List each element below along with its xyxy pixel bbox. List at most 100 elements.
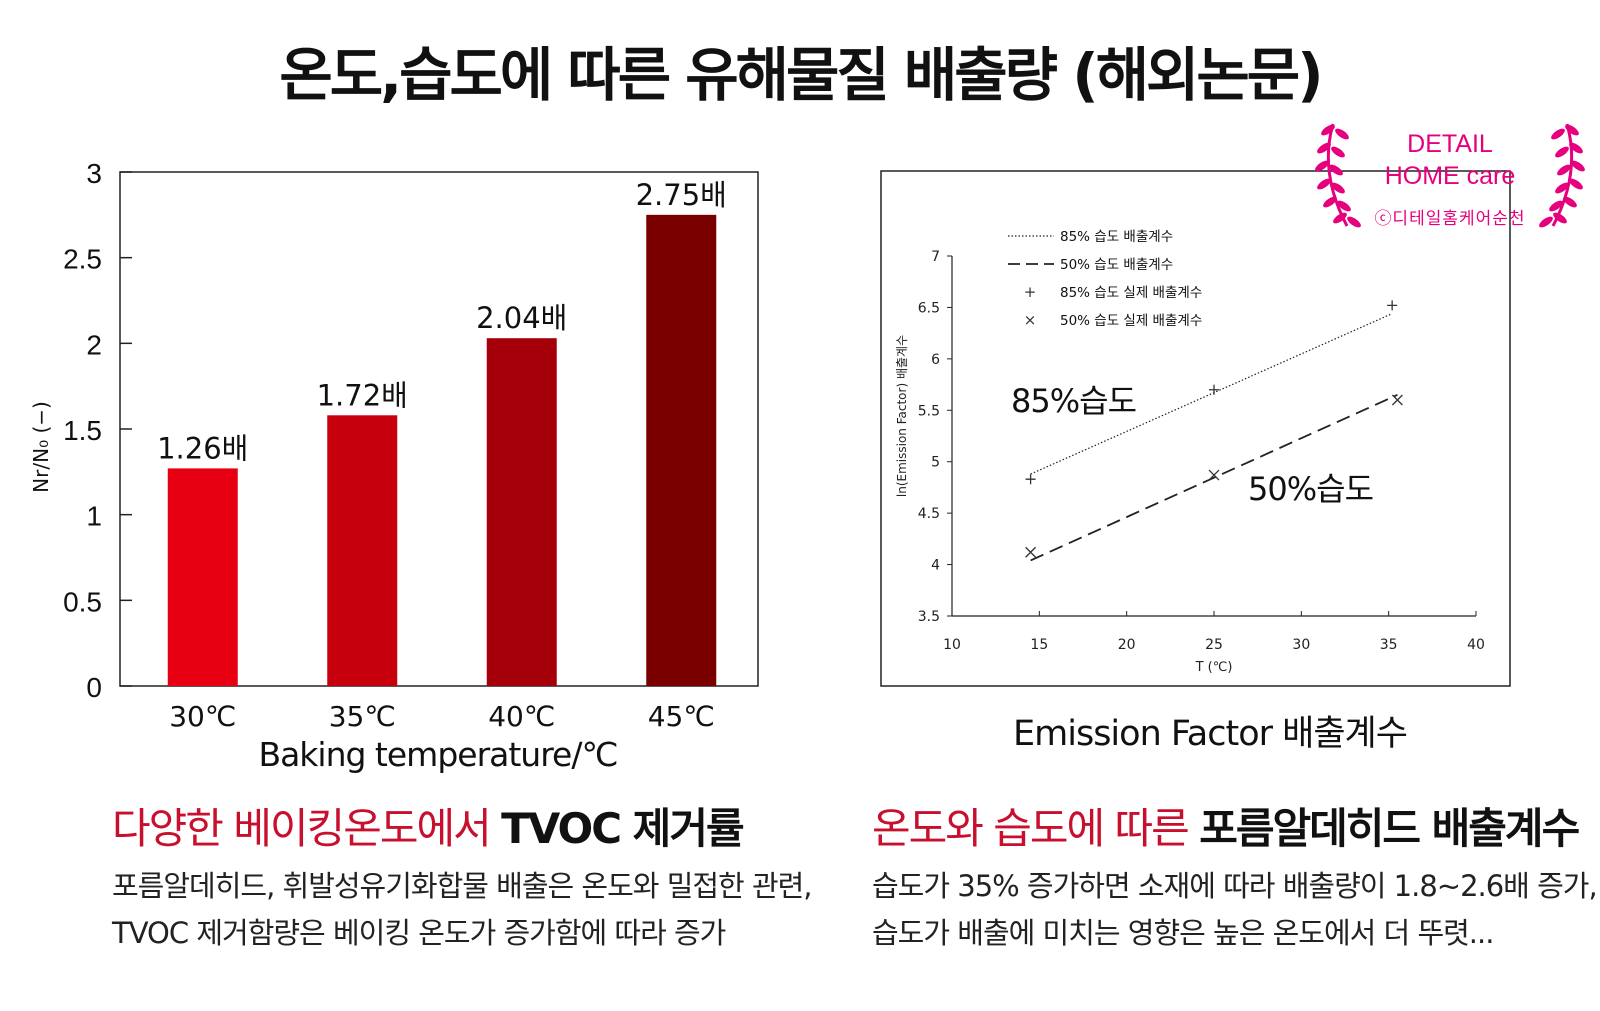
laurel-leaf (1551, 128, 1565, 140)
legend-label: 50% 습도 실제 배출계수 (1060, 313, 1202, 329)
right-section-description: 습도가 35% 증가하면 소재에 따라 배출량이 1.8~2.6배 증가, 습도… (872, 863, 1598, 957)
y-tick-label: 7 (931, 249, 940, 265)
laurel-leaf (1333, 212, 1347, 224)
laurel-leaf (1321, 124, 1335, 136)
y-tick-label: 6.5 (918, 300, 940, 316)
annotation-50-humidity: 50%습도 (1248, 470, 1373, 508)
bar (327, 415, 398, 686)
left-heading-red-part: 다양한 베이킹온도에서 (112, 804, 502, 853)
y-tick-label: 0.5 (63, 586, 102, 617)
right-heading-bold-part: 포름알데히드 배출계수 (1199, 804, 1580, 853)
series-line (1030, 394, 1398, 562)
laurel-leaf (1347, 216, 1361, 228)
x-tick-label: 20 (1118, 637, 1136, 653)
x-tick-label: 35℃ (329, 700, 396, 733)
y-tick-label: 2 (86, 329, 102, 360)
y-tick-label: 1.5 (63, 415, 102, 446)
laurel-leaf (1565, 124, 1579, 136)
x-axis-label: Baking temperature/℃ (258, 735, 617, 774)
y-tick-label: 4 (931, 558, 940, 574)
series-line (1030, 313, 1393, 475)
y-tick-label: 4.5 (918, 506, 940, 522)
data-point (1208, 469, 1220, 481)
right-desc-line-1: 습도가 35% 증가하면 소재에 따라 배출량이 1.8~2.6배 증가, (872, 869, 1598, 903)
laurel-leaf (1337, 200, 1351, 212)
left-desc-line-1: 포름알데히드, 휘발성유기화합물 배출은 온도와 밀접한 관련, (112, 869, 813, 903)
y-tick-label: 6 (931, 352, 940, 368)
data-point (1209, 384, 1219, 395)
bar-data-label: 1.26배 (157, 431, 248, 465)
x-tick-label: 40 (1467, 637, 1485, 653)
brand-badge: DETAIL HOME care ⓒ디테일홈케어순천 (1315, 118, 1585, 238)
left-section-heading: 다양한 베이킹온도에서 TVOC 제거률 (112, 795, 745, 856)
left-heading-bold-part: TVOC 제거률 (501, 804, 744, 853)
brand-copyright: ⓒ디테일홈케어순천 (1374, 209, 1526, 228)
laurel-leaf (1315, 160, 1329, 172)
legend-marker: × (1024, 311, 1037, 329)
x-tick-label: 25 (1205, 637, 1223, 653)
laurel-leaf (1553, 212, 1567, 224)
laurel-leaf (1539, 216, 1553, 228)
legend-label: 50% 습도 배출계수 (1060, 257, 1173, 273)
x-tick-label: 30 (1292, 637, 1310, 653)
laurel-leaf (1323, 196, 1337, 208)
y-axis-label: Nr/N₀ (−) (29, 401, 53, 493)
laurel-leaf (1331, 182, 1345, 194)
legend-marker: + (1024, 283, 1037, 301)
right-desc-line-2: 습도가 배출에 미치는 영향은 높은 온도에서 더 뚜렷... (872, 916, 1494, 950)
data-point (1391, 394, 1403, 406)
page-title: 온도,습도에 따른 유해물질 배출량 (해외논문) (279, 41, 1323, 109)
bar (486, 338, 557, 686)
y-tick-label: 2.5 (63, 244, 102, 275)
laurel-leaf (1335, 128, 1349, 140)
x-tick-label: 45℃ (648, 700, 715, 733)
bar-data-label: 1.72배 (317, 378, 408, 412)
bar (167, 468, 238, 686)
legend-label: 85% 습도 배출계수 (1060, 229, 1173, 245)
right-chart-caption: Emission Factor 배출계수 (1013, 714, 1408, 754)
data-point (1025, 474, 1036, 485)
emission-factor-chart: 3.5 4 4.5 5 5.5 6 6.5 7 10 15 20 25 30 35 40 T (℃) ln(Em… (880, 170, 1511, 687)
laurel-leaf (1549, 200, 1563, 212)
y-tick-label: 0 (86, 672, 102, 703)
y-tick-label: 1 (86, 501, 102, 532)
data-point (1387, 300, 1398, 311)
bar-data-label: 2.04배 (476, 301, 567, 335)
y-tick-label: 3.5 (918, 609, 940, 625)
x-tick-label: 15 (1030, 637, 1048, 653)
legend-label: 85% 습도 실제 배출계수 (1060, 285, 1202, 301)
laurel-leaf (1555, 182, 1569, 194)
y-tick-label: 3 (86, 158, 102, 189)
laurel-leaf (1557, 164, 1571, 176)
x-tick-label: 10 (943, 637, 961, 653)
annotation-85-humidity: 85%습도 (1011, 382, 1136, 420)
brand-line-1: DETAIL (1407, 130, 1493, 158)
y-axis-label: ln(Emission Factor) 배출계수 (895, 335, 909, 497)
chart-frame (880, 170, 1511, 687)
data-point (1025, 546, 1037, 558)
y-tick-label: 5 (931, 455, 940, 471)
right-section-heading: 온도와 습도에 따른 포름알데히드 배출계수 (872, 795, 1580, 856)
right-heading-red-part: 온도와 습도에 따른 (872, 804, 1200, 853)
x-tick-label: 35 (1380, 637, 1398, 653)
bar-chart: 0 0.5 1 1.5 2 2.5 3 1.26배 30℃ 1.72배 35℃ 2.04배 40℃ 2.7… (29, 158, 759, 774)
laurel-leaf (1569, 178, 1583, 190)
bar (646, 214, 717, 686)
y-tick-label: 5.5 (918, 403, 940, 419)
laurel-leaf (1555, 146, 1569, 158)
laurel-leaf (1569, 142, 1583, 154)
left-section-description: 포름알데히드, 휘발성유기화합물 배출은 온도와 밀접한 관련, TVOC 제거… (112, 863, 813, 957)
laurel-leaf (1317, 142, 1331, 154)
laurel-leaf (1317, 178, 1331, 190)
laurel-leaf (1563, 196, 1577, 208)
bar-data-label: 2.75배 (636, 178, 727, 212)
x-tick-label: 30℃ (169, 700, 236, 733)
laurel-wreath-icon (1315, 123, 1585, 228)
left-desc-line-2: TVOC 제거함량은 베이킹 온도가 증가함에 따라 증가 (112, 916, 726, 950)
laurel-leaf (1329, 164, 1343, 176)
laurel-leaf (1571, 160, 1585, 172)
laurel-leaf (1331, 146, 1345, 158)
x-tick-label: 40℃ (488, 700, 555, 733)
x-axis-label: T (℃) (1195, 660, 1233, 675)
brand-line-2: HOME care (1384, 162, 1516, 190)
